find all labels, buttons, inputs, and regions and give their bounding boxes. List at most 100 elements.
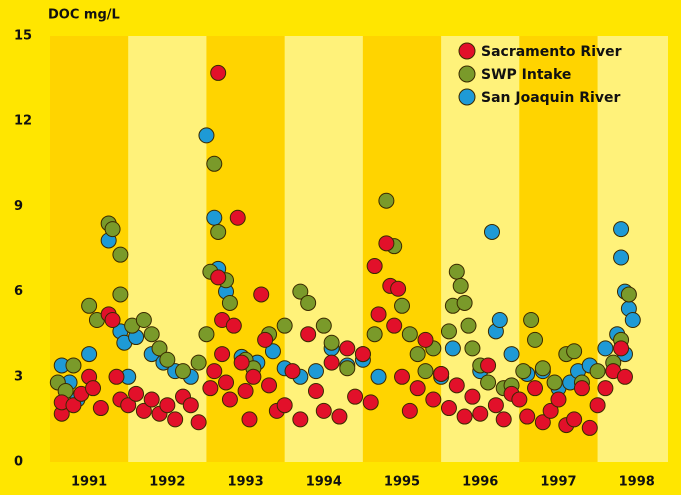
point — [511, 391, 528, 408]
x-tick-label: 1998 — [619, 475, 655, 490]
point — [527, 380, 544, 397]
point — [613, 249, 630, 266]
legend-swatch — [458, 65, 476, 83]
legend-swatch — [458, 88, 476, 106]
point — [480, 357, 497, 374]
point — [300, 326, 317, 343]
y-tick-label: 3 — [14, 369, 23, 384]
series — [53, 64, 633, 436]
point — [143, 326, 160, 343]
point — [315, 402, 332, 419]
point — [92, 400, 109, 417]
point — [487, 397, 504, 414]
point — [108, 368, 125, 385]
point — [65, 357, 82, 374]
point — [257, 331, 274, 348]
point — [616, 368, 633, 385]
point — [307, 383, 324, 399]
point — [503, 346, 520, 363]
point — [452, 277, 469, 294]
y-tick-label: 9 — [14, 199, 23, 214]
point — [143, 391, 160, 408]
point — [241, 411, 258, 428]
point — [202, 380, 219, 397]
point — [456, 408, 473, 425]
point — [597, 340, 614, 357]
point — [218, 374, 235, 391]
point — [597, 380, 614, 397]
point — [550, 391, 567, 408]
point — [210, 223, 227, 240]
point — [440, 323, 457, 340]
point — [624, 312, 641, 328]
point — [206, 209, 223, 226]
point — [390, 280, 407, 297]
y-axis-label: DOC mg/L — [48, 8, 120, 23]
point — [589, 397, 606, 414]
point — [354, 346, 371, 363]
point — [135, 312, 152, 328]
point — [534, 414, 551, 431]
point — [315, 317, 332, 334]
point — [221, 391, 238, 408]
point — [307, 363, 324, 380]
point — [339, 360, 356, 377]
y-tick-label: 0 — [14, 455, 23, 470]
point — [566, 411, 583, 428]
point — [206, 155, 223, 172]
point — [456, 294, 473, 311]
point — [81, 346, 98, 363]
point — [523, 312, 540, 328]
point — [613, 340, 630, 357]
point — [515, 363, 532, 380]
point — [323, 334, 340, 351]
point — [448, 263, 465, 280]
x-tick-label: 1993 — [227, 475, 263, 490]
point — [245, 368, 262, 385]
point — [104, 221, 121, 238]
x-tick-label: 1996 — [462, 475, 498, 490]
point — [237, 383, 254, 399]
point — [394, 368, 411, 385]
point — [589, 363, 606, 380]
point — [542, 402, 559, 419]
point — [620, 286, 637, 303]
point — [417, 331, 434, 348]
point — [276, 397, 293, 414]
point — [378, 235, 395, 252]
point — [339, 340, 356, 357]
point — [386, 317, 403, 334]
point — [448, 377, 465, 394]
legend-label: San Joaquin River — [481, 90, 620, 106]
point — [174, 363, 191, 380]
point — [284, 363, 301, 380]
point — [264, 343, 281, 360]
point — [292, 411, 309, 428]
point — [401, 326, 418, 343]
point — [159, 397, 176, 414]
point — [198, 326, 215, 343]
year-band — [362, 36, 442, 462]
legend-label: Sacramento River — [481, 44, 622, 60]
point — [495, 411, 512, 428]
point — [190, 354, 207, 371]
point — [112, 286, 129, 303]
point — [417, 363, 434, 380]
legend-swatch — [458, 42, 476, 60]
point — [440, 400, 457, 417]
y-tick-label: 6 — [14, 284, 23, 299]
point — [210, 269, 227, 286]
point — [323, 354, 340, 371]
point — [464, 388, 481, 405]
point — [409, 346, 426, 363]
x-tick-label: 1994 — [306, 475, 342, 490]
x-tick-label: 1991 — [71, 475, 107, 490]
point — [210, 64, 227, 81]
point — [229, 209, 246, 226]
y-tick-label: 15 — [14, 29, 32, 44]
point — [519, 408, 536, 425]
point — [190, 414, 207, 431]
point — [198, 127, 215, 144]
point — [546, 374, 563, 391]
